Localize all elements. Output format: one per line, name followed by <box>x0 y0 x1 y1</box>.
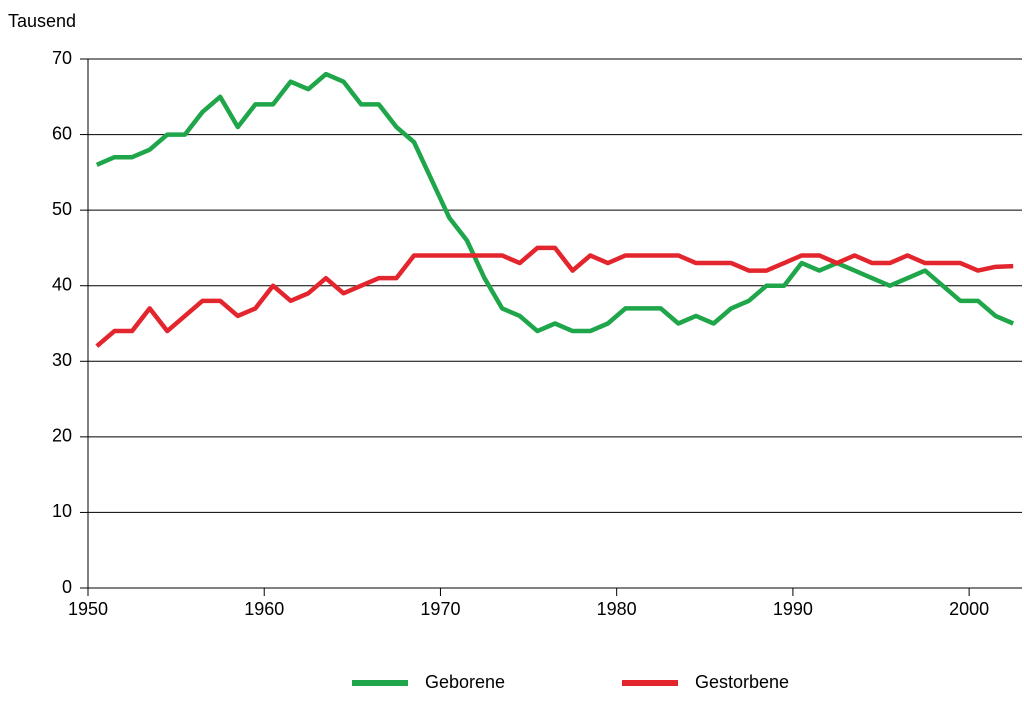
y-tick-label: 50 <box>52 199 72 219</box>
y-tick-label: 20 <box>52 426 72 446</box>
legend-label: Geborene <box>425 672 505 692</box>
y-axis-label: Tausend <box>8 11 76 31</box>
series-line <box>95 71 1015 334</box>
legend-label: Gestorbene <box>695 672 789 692</box>
y-tick-label: 40 <box>52 274 72 294</box>
y-tick-label: 70 <box>52 48 72 68</box>
y-tick-label: 0 <box>62 577 72 597</box>
x-tick-label: 1960 <box>244 599 284 619</box>
series-line <box>95 245 1014 348</box>
x-tick-label: 1970 <box>420 599 460 619</box>
x-tick-label: 2000 <box>949 599 989 619</box>
x-tick-label: 1980 <box>597 599 637 619</box>
y-tick-label: 60 <box>52 123 72 143</box>
x-tick-label: 1950 <box>68 599 108 619</box>
x-tick-label: 1990 <box>773 599 813 619</box>
y-tick-label: 30 <box>52 350 72 370</box>
y-tick-label: 10 <box>52 501 72 521</box>
